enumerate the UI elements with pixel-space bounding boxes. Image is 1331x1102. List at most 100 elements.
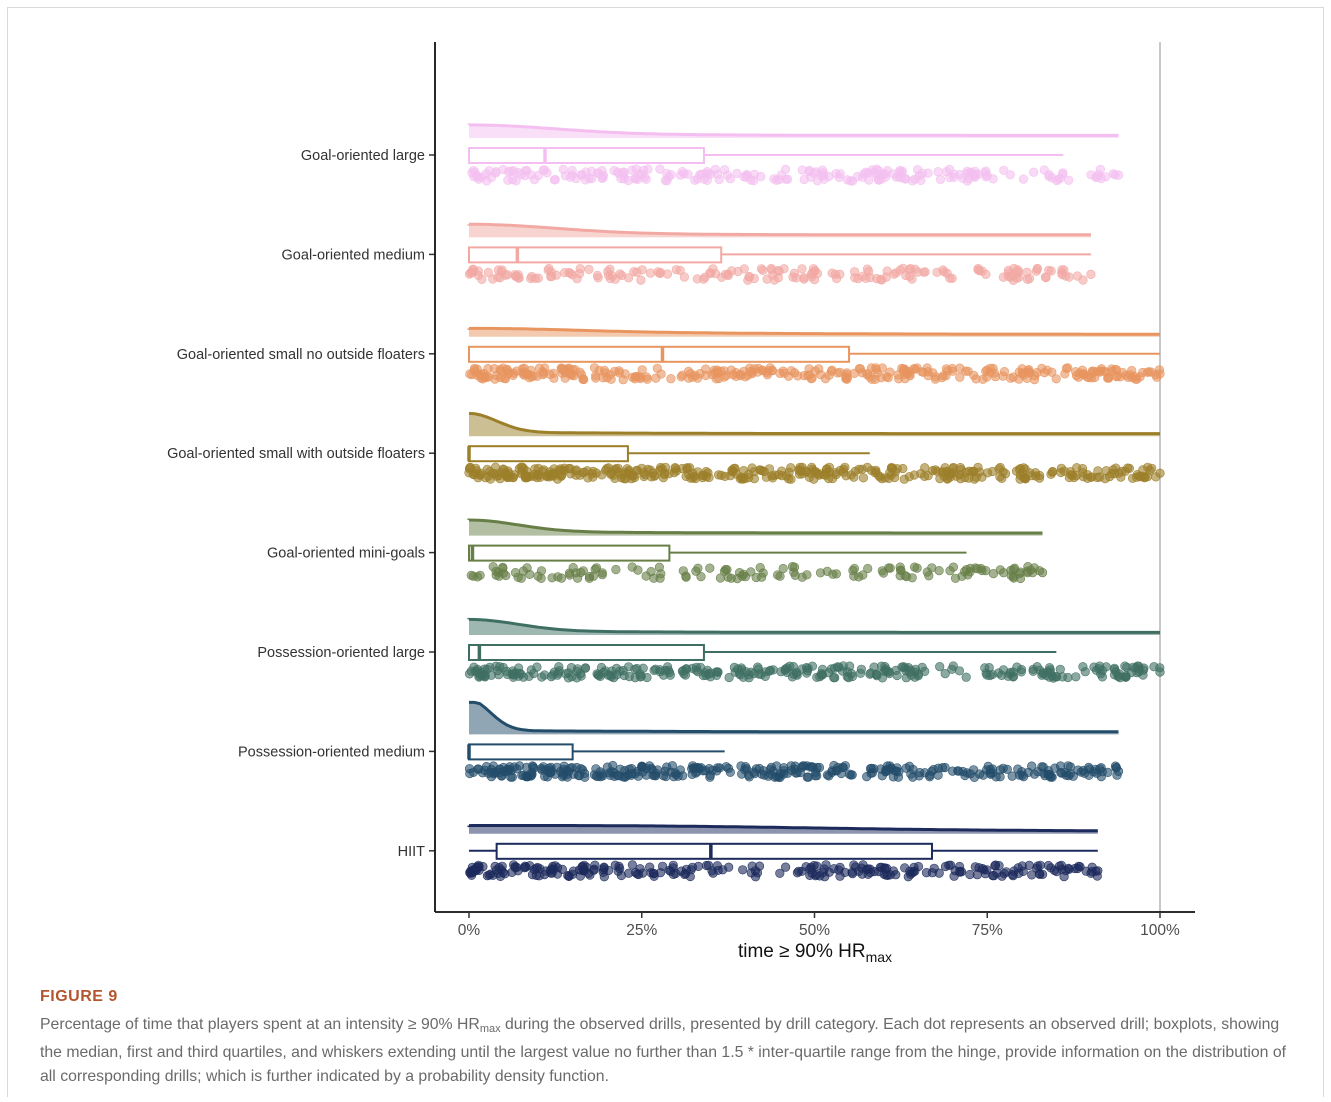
data-point (981, 269, 991, 280)
data-point (864, 266, 874, 277)
data-point (595, 767, 605, 777)
data-point (613, 866, 623, 876)
data-point (858, 860, 868, 870)
data-point (846, 176, 856, 186)
data-point (490, 374, 500, 384)
data-point (597, 173, 607, 183)
data-point (877, 474, 887, 484)
data-point (652, 363, 662, 373)
data-point (947, 664, 957, 674)
data-point (944, 860, 954, 870)
data-point (880, 169, 890, 179)
data-point (599, 365, 610, 376)
data-point (666, 374, 676, 384)
data-point (635, 672, 646, 682)
data-point (584, 173, 594, 183)
data-point (969, 370, 979, 380)
category-label: Goal-oriented large (301, 148, 425, 164)
data-point (896, 173, 906, 183)
data-point (590, 564, 600, 574)
data-point (627, 860, 638, 870)
data-point (930, 465, 941, 475)
data-point (558, 164, 568, 175)
data-point (974, 769, 985, 779)
data-point (858, 570, 868, 580)
density-curve (467, 222, 1091, 237)
data-point (830, 673, 840, 683)
data-point (676, 372, 686, 382)
data-point (496, 366, 506, 376)
data-point-max (1155, 667, 1165, 677)
data-point (711, 670, 722, 681)
data-point (1096, 771, 1106, 782)
data-point (849, 472, 859, 482)
data-point (1041, 273, 1051, 283)
data-point (618, 375, 628, 385)
data-point (1138, 665, 1148, 675)
data-point (869, 764, 879, 774)
data-point (867, 165, 877, 175)
data-point (1056, 463, 1066, 473)
data-point (854, 464, 864, 475)
data-point (855, 668, 866, 678)
data-point (679, 272, 690, 282)
figure-label: FIGURE 9 (40, 988, 118, 1005)
data-point (726, 266, 737, 276)
data-point (490, 462, 501, 472)
plot-layer (464, 123, 1165, 882)
data-point (1052, 176, 1062, 186)
data-point (548, 368, 559, 378)
data-point (831, 470, 841, 480)
data-point (513, 273, 524, 283)
data-point-max (1086, 269, 1096, 280)
data-point (683, 169, 693, 179)
data-point (1043, 769, 1053, 780)
data-point (713, 470, 724, 480)
data-point (925, 772, 935, 782)
data-point (675, 265, 685, 276)
data-point-max (1037, 567, 1048, 578)
data-point (783, 474, 794, 484)
data-point (767, 265, 777, 275)
data-point (645, 268, 656, 278)
data-point (912, 165, 923, 175)
data-point (847, 868, 858, 879)
density-curve (467, 123, 1119, 137)
data-point (910, 264, 920, 274)
data-point (480, 765, 490, 776)
data-point (1034, 473, 1045, 483)
data-point (789, 567, 799, 577)
data-point (491, 865, 501, 875)
data-point (681, 864, 692, 874)
data-point (758, 766, 769, 776)
data-point (508, 473, 518, 483)
data-point (739, 172, 749, 182)
box-iqr (468, 743, 574, 761)
data-point (941, 167, 952, 177)
data-point (1008, 572, 1019, 582)
data-point (749, 474, 759, 484)
data-point (520, 861, 530, 871)
density-curve (467, 617, 1160, 634)
data-point (737, 769, 747, 779)
data-point (1078, 765, 1088, 776)
data-point (955, 372, 965, 382)
data-point (1009, 866, 1019, 876)
data-point (863, 563, 873, 574)
density-curve (468, 411, 1160, 436)
data-point (491, 167, 501, 177)
category-group (464, 222, 1096, 286)
data-point (750, 872, 761, 882)
data-point (937, 373, 947, 383)
data-point (1018, 174, 1029, 184)
data-point (1005, 170, 1015, 180)
data-point (575, 264, 585, 274)
data-point (799, 273, 809, 283)
data-point (998, 272, 1009, 282)
data-point (1003, 265, 1014, 276)
x-axis-title: time ≥ 90% HRmax (738, 941, 892, 965)
data-point (689, 471, 699, 481)
data-point (681, 572, 691, 582)
data-point (865, 867, 876, 878)
data-point (917, 662, 927, 673)
